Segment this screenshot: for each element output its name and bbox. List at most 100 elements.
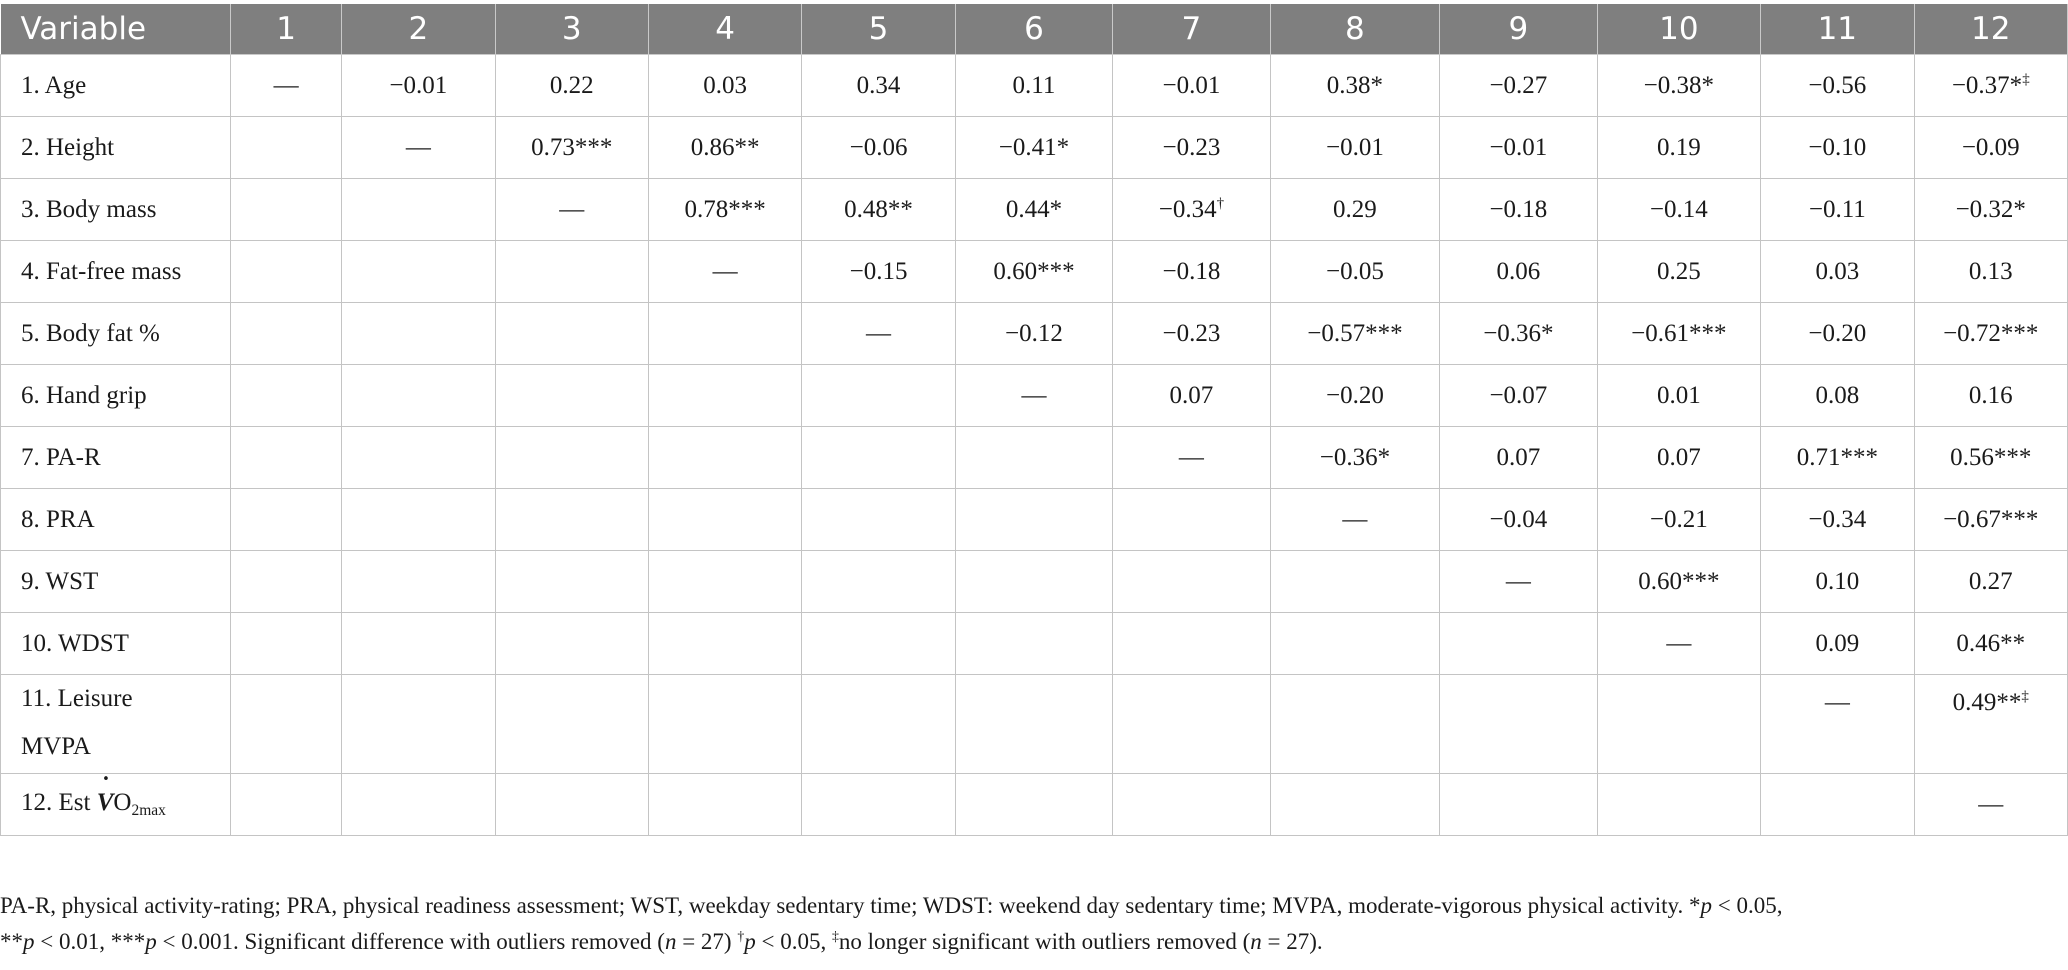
- table-cell: —: [1269, 488, 1441, 551]
- table-body: 1. Age — −0.01 0.22 0.03 0.34 0.11 −0.01 0.38* −0…: [0, 54, 2068, 836]
- table-cell: [341, 488, 496, 551]
- table-cell: [1269, 773, 1441, 836]
- column-header: 11: [1760, 4, 1915, 55]
- row-label: 6. Hand grip: [0, 364, 232, 427]
- row-label: 9. WST: [0, 550, 232, 613]
- row-label: 3. Body mass: [0, 178, 232, 241]
- table-cell: −0.41*: [954, 116, 1114, 179]
- table-cell: 0.46**: [1913, 612, 2068, 675]
- table-row: 10. WDST —0.09 0.46**: [0, 612, 2068, 675]
- table-cell: −0.23: [1112, 116, 1271, 179]
- table-cell: [494, 426, 649, 489]
- table-row: 11. Leisure MVPA —0.49**‡: [0, 674, 2068, 774]
- table-cell: −0.04: [1439, 488, 1598, 551]
- table-cell: [230, 178, 343, 241]
- table-cell: −0.18: [1112, 240, 1271, 303]
- table-cell: 0.38*: [1269, 54, 1441, 117]
- table-cell: [801, 364, 956, 427]
- table-cell: [341, 550, 496, 613]
- table-cell: −0.15: [801, 240, 956, 303]
- table-cell: [801, 550, 956, 613]
- table-row: 1. Age — −0.01 0.22 0.03 0.34 0.11 −0.01 0.38* −0…: [0, 54, 2068, 117]
- table-cell: [494, 773, 649, 836]
- table-cell: 0.08: [1760, 364, 1915, 427]
- table-cell: —: [1913, 773, 2068, 836]
- table-cell: [494, 488, 649, 551]
- table-cell: [647, 674, 803, 774]
- column-header: 1: [230, 4, 343, 55]
- table-cell: 0.01: [1596, 364, 1762, 427]
- column-header: 9: [1439, 4, 1598, 55]
- table-cell: −0.32*: [1913, 178, 2068, 241]
- table-cell: −0.23: [1112, 302, 1271, 365]
- table-cell: −0.14: [1596, 178, 1762, 241]
- table-cell: −0.37*‡: [1913, 54, 2068, 117]
- table-cell: −0.01: [341, 54, 496, 117]
- table-cell: —: [341, 116, 496, 179]
- table-row: 12. Est V ˙ O2max —: [0, 773, 2068, 836]
- table-cell: [230, 240, 343, 303]
- table-cell: —: [494, 178, 649, 241]
- table-cell: [1439, 773, 1598, 836]
- table-cell: [230, 773, 343, 836]
- table-cell: [647, 550, 803, 613]
- table-cell: [647, 612, 803, 675]
- row-label: 12. Est V ˙ O2max: [0, 773, 232, 836]
- table-cell: [230, 302, 343, 365]
- row-label: 8. PRA: [0, 488, 232, 551]
- table-cell: −0.11: [1760, 178, 1915, 241]
- table-cell: 0.49**‡: [1913, 674, 2068, 774]
- table-cell: 0.16: [1913, 364, 2068, 427]
- table-cell: 0.60***: [1596, 550, 1762, 613]
- table-cell: [801, 773, 956, 836]
- row-label: 10. WDST: [0, 612, 232, 675]
- header-row: Variable 1 2 3 4 5 6 7 8 9 10 11 12: [0, 4, 2068, 55]
- table-cell: −0.72***: [1913, 302, 2068, 365]
- table-cell: [647, 302, 803, 365]
- table-cell: [230, 674, 343, 774]
- table-cell: −0.36*: [1439, 302, 1598, 365]
- correlation-table: Variable 1 2 3 4 5 6 7 8 9 10 11 12 1. A…: [0, 4, 2068, 836]
- row-label: 4. Fat-free mass: [0, 240, 232, 303]
- table-cell: −0.01: [1269, 116, 1441, 179]
- table-cell: 0.22: [494, 54, 649, 117]
- table-cell: [1112, 550, 1271, 613]
- table-row: 6. Hand grip —0.07 −0.20 −0.07 0.01 0.08 0.16: [0, 364, 2068, 427]
- table-cell: 0.27: [1913, 550, 2068, 613]
- table-cell: 0.11: [954, 54, 1114, 117]
- table-cell: −0.01: [1112, 54, 1271, 117]
- table-cell: [341, 426, 496, 489]
- table-cell: −0.18: [1439, 178, 1598, 241]
- table-row: 4. Fat-free mass — −0.15 0.60*** −0.18 −0.05 0…: [0, 240, 2068, 303]
- table-cell: [1439, 612, 1598, 675]
- column-header: 3: [495, 4, 649, 55]
- table-cell: 0.78***: [647, 178, 803, 241]
- table-cell: —: [230, 54, 343, 117]
- table-cell: −0.57***: [1269, 302, 1441, 365]
- table-cell: 0.07: [1596, 426, 1762, 489]
- table-cell: 0.07: [1439, 426, 1598, 489]
- table-cell: 0.19: [1596, 116, 1762, 179]
- row-label: 11. Leisure MVPA: [0, 674, 232, 774]
- table-cell: −0.67***: [1913, 488, 2068, 551]
- table-cell: [1596, 674, 1762, 774]
- table-cell: −0.01: [1439, 116, 1598, 179]
- column-header: 2: [341, 4, 496, 55]
- table-cell: 0.29: [1269, 178, 1441, 241]
- column-header: 10: [1597, 4, 1762, 55]
- table-cell: −0.34: [1760, 488, 1915, 551]
- table-cell: —: [954, 364, 1114, 427]
- column-header: 6: [955, 4, 1114, 55]
- table-cell: [341, 612, 496, 675]
- table-cell: 0.07: [1112, 364, 1271, 427]
- table-cell: [1112, 612, 1271, 675]
- row-label: 5. Body fat %: [0, 302, 232, 365]
- table-cell: −0.38*: [1596, 54, 1762, 117]
- table-cell: 0.56***: [1913, 426, 2068, 489]
- table-cell: [1269, 612, 1441, 675]
- table-cell: [647, 364, 803, 427]
- table-cell: [341, 302, 496, 365]
- table-cell: −0.34†: [1112, 178, 1271, 241]
- table-cell: —: [801, 302, 956, 365]
